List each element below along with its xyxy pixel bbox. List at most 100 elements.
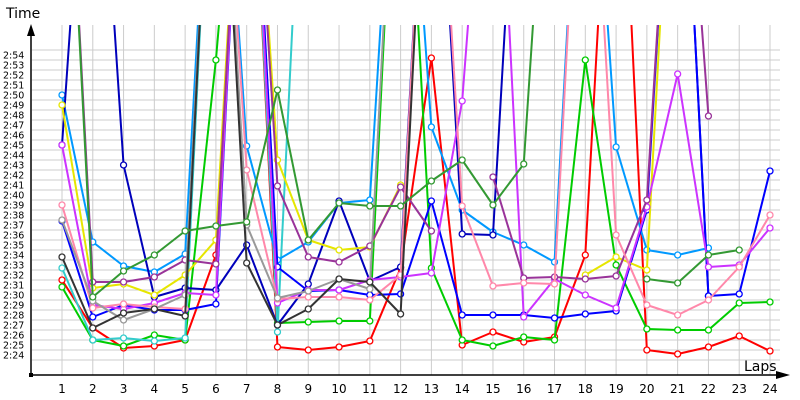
data-point-marker: [58, 283, 66, 291]
series-line: [61, 25, 710, 326]
data-point-marker: [458, 311, 466, 319]
x-tick-label: 20: [639, 382, 654, 396]
y-tick-label: 2:41: [3, 181, 24, 192]
data-point-marker: [458, 230, 466, 238]
y-tick-label: 2:39: [3, 201, 24, 212]
data-point-marker: [58, 216, 66, 224]
data-point-marker: [212, 300, 220, 308]
data-point-marker: [489, 173, 497, 181]
series-line: [61, 25, 771, 355]
data-point-marker: [304, 236, 312, 244]
data-point-marker: [427, 177, 436, 185]
data-point-marker: [273, 182, 282, 190]
data-point-marker: [735, 299, 743, 307]
data-point-marker: [119, 278, 128, 286]
y-tick-label: 2:45: [3, 141, 24, 152]
data-point-marker: [243, 259, 251, 267]
data-point-marker: [366, 202, 374, 210]
data-point-marker: [366, 285, 374, 293]
x-tick-label: 8: [274, 382, 282, 396]
data-point-marker: [612, 253, 620, 261]
data-point-marker: [581, 275, 589, 283]
data-point-marker: [581, 56, 589, 64]
data-point-marker: [396, 310, 405, 318]
data-point-marker: [550, 280, 559, 288]
x-tick-label: 15: [485, 382, 500, 396]
data-point-marker: [520, 313, 528, 321]
series-line: [61, 25, 771, 318]
series-line: [61, 25, 771, 316]
data-point-marker: [550, 336, 559, 344]
data-point-marker: [735, 246, 743, 254]
data-point-marker: [335, 343, 343, 351]
data-point-marker: [273, 294, 282, 302]
data-point-marker: [150, 291, 158, 299]
data-point-marker: [427, 269, 436, 277]
data-point-marker: [674, 251, 682, 259]
data-point-marker: [119, 316, 128, 324]
x-tick-label: 24: [762, 382, 777, 396]
data-point-marker: [304, 280, 312, 288]
data-point-marker: [643, 325, 651, 333]
data-point-marker: [273, 86, 282, 94]
data-point-marker: [212, 291, 220, 299]
x-axis-title: Laps: [744, 359, 777, 375]
x-tick-labels: 1 2 3 4 5 6 7 8 9 10 11 12 13 14 15 16 17 18 19 20 21 22 23 24: [58, 382, 777, 396]
y-axis-arrow-icon: [27, 24, 35, 36]
data-point-marker: [335, 317, 343, 325]
data-point-marker: [89, 293, 97, 301]
data-point-marker: [150, 305, 158, 313]
data-point-marker: [119, 300, 128, 308]
data-point-marker: [243, 218, 251, 226]
y-tick-label: 2:54: [3, 51, 24, 62]
data-point-marker: [612, 143, 620, 151]
data-point-marker: [427, 227, 436, 235]
x-axis-arrow-icon: [776, 371, 790, 379]
data-point-marker: [119, 342, 128, 350]
data-point-marker: [366, 296, 374, 304]
y-tick-label: 2:27: [3, 321, 24, 332]
data-point-marker: [58, 264, 66, 272]
data-point-marker: [643, 301, 651, 309]
data-point-marker: [489, 231, 497, 239]
series-green: [58, 25, 774, 350]
y-tick-label: 2:30: [3, 291, 24, 302]
data-point-marker: [458, 156, 466, 164]
series-line: [61, 25, 402, 296]
series-line: [77, 25, 534, 298]
data-point-marker: [674, 279, 682, 287]
data-point-marker: [427, 197, 436, 205]
data-point-marker: [520, 333, 528, 341]
series-dark-gray: [58, 25, 417, 332]
data-point-marker: [150, 337, 158, 345]
y-tick-label: 2:29: [3, 301, 24, 312]
data-point-marker: [520, 279, 528, 287]
data-point-marker: [150, 251, 158, 259]
data-point-marker: [612, 304, 620, 312]
data-point-marker: [119, 161, 128, 169]
y-tick-label: 2:48: [3, 111, 24, 122]
x-tick-label: 17: [547, 382, 562, 396]
series-line: [61, 25, 385, 321]
data-point-marker: [674, 70, 682, 78]
data-point-marker: [366, 278, 374, 286]
y-tick-label: 2:47: [3, 121, 24, 132]
data-point-marker: [335, 275, 343, 283]
data-point-marker: [520, 241, 528, 249]
data-point-marker: [520, 160, 528, 168]
data-point-marker: [766, 347, 774, 355]
y-tick-label: 2:53: [3, 61, 24, 72]
y-tick-label: 2:34: [3, 251, 24, 262]
data-point-marker: [704, 263, 713, 271]
series-pink: [58, 25, 774, 319]
data-point-marker: [304, 287, 312, 295]
x-tick-label: 6: [212, 382, 220, 396]
data-point-marker: [612, 261, 620, 269]
y-tick-label: 2:38: [3, 211, 24, 222]
series-line: [61, 25, 771, 347]
data-point-marker: [766, 167, 774, 175]
data-point-marker: [273, 328, 282, 336]
x-tick-label: 4: [151, 382, 159, 396]
data-point-marker: [427, 54, 436, 62]
x-tick-label: 9: [304, 382, 312, 396]
